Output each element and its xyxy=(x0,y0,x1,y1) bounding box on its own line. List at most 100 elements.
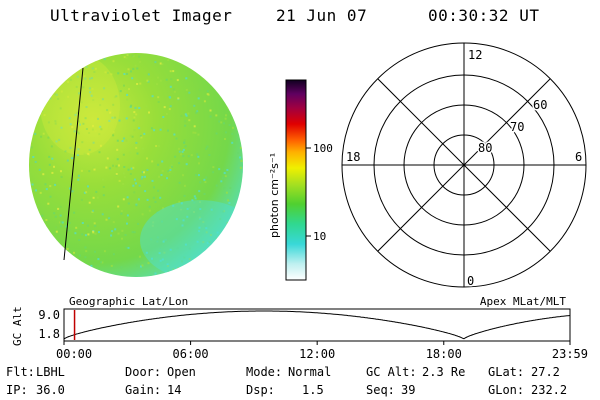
uv-disk-pixel xyxy=(193,125,196,128)
uv-disk-pixel xyxy=(156,236,159,239)
uv-disk-pixel xyxy=(223,122,225,125)
uv-disk-pixel xyxy=(178,147,180,150)
uv-disk-pixel xyxy=(112,134,115,137)
uv-disk-pixel xyxy=(197,174,200,177)
uv-disk-pixel xyxy=(119,90,122,93)
uv-disk-pixel xyxy=(158,145,160,148)
uv-disk-pixel xyxy=(115,165,118,168)
uv-disk-pixel xyxy=(60,176,63,178)
uv-disk-pixel xyxy=(97,258,100,261)
uv-disk-pixel xyxy=(159,79,162,82)
uv-disk-pixel xyxy=(193,211,195,213)
uv-disk-pixel xyxy=(67,80,69,83)
uv-disk-pixel xyxy=(197,155,200,158)
uv-disk-pixel xyxy=(167,270,170,273)
uv-disk-pixel xyxy=(151,224,154,227)
status-gain-key: Gain: xyxy=(125,383,162,397)
uv-disk-pixel xyxy=(126,196,129,199)
uv-disk-pixel xyxy=(115,173,118,175)
polar-mlt-label-top: 12 xyxy=(468,48,482,62)
uv-disk-pixel xyxy=(47,252,50,254)
uv-disk-pixel xyxy=(239,146,242,149)
uv-disk-pixel xyxy=(84,246,87,249)
uv-disk-pixel xyxy=(122,198,125,201)
uv-disk-pixel xyxy=(58,221,61,224)
uv-disk-pixel xyxy=(76,153,79,156)
uv-disk-pixel xyxy=(236,108,239,111)
uv-disk-pixel xyxy=(216,231,219,234)
uv-disk-pixel xyxy=(55,230,58,233)
uv-disk-pixel xyxy=(184,124,187,127)
uv-disk-pixel xyxy=(151,95,154,98)
uv-disk-pixel xyxy=(239,156,241,159)
uv-disk-pixel xyxy=(187,112,190,115)
uv-disk-pixel xyxy=(220,180,223,183)
status-gain-value: 14 xyxy=(167,383,182,397)
uv-disk-pixel xyxy=(208,241,211,244)
uv-disk-pixel xyxy=(68,229,71,232)
uv-disk-pixel xyxy=(227,199,230,202)
uv-disk-pixel xyxy=(198,190,201,193)
uv-disk-pixel xyxy=(135,141,138,144)
uv-disk-pixel xyxy=(151,160,154,163)
uv-disk-pixel xyxy=(30,146,33,149)
uv-disk-pixel xyxy=(183,194,186,197)
uv-disk-pixel xyxy=(133,191,136,194)
uv-disk-pixel xyxy=(37,60,39,63)
uv-disk-pixel xyxy=(238,95,241,98)
uv-disk-pixel xyxy=(66,159,69,162)
uv-disk-pixel xyxy=(159,248,162,251)
uv-disk-pixel xyxy=(201,73,204,76)
uv-disk-pixel xyxy=(180,202,183,205)
uv-disk-pixel xyxy=(186,270,189,273)
uv-disk-pixel xyxy=(57,207,60,210)
status-dsp-key: Dsp: xyxy=(246,383,275,397)
uv-disk-pixel xyxy=(65,225,68,228)
uv-disk-pixel xyxy=(237,266,240,269)
uv-disk-pixel xyxy=(108,217,111,220)
uv-disk-pixel xyxy=(96,196,99,199)
uv-disk-pixel xyxy=(192,58,195,61)
uv-disk-pixel xyxy=(236,244,239,247)
uv-disk-pixel xyxy=(59,107,62,110)
uv-disk-pixel xyxy=(59,225,62,228)
uv-disk-pixel xyxy=(95,190,98,193)
uv-disk-pixel xyxy=(194,131,197,134)
uv-disk-pixel xyxy=(144,175,146,178)
uv-disk-pixel xyxy=(120,210,123,212)
uv-disk-pixel xyxy=(182,174,184,177)
uv-disk-pixel xyxy=(161,169,164,172)
uv-disk-pixel xyxy=(52,59,55,62)
uv-disk-pixel xyxy=(156,240,159,243)
uv-disk-pixel xyxy=(122,172,125,175)
uv-disk-pixel xyxy=(223,210,226,213)
timeline-left-label: Geographic Lat/Lon xyxy=(69,295,188,308)
polar-ring-label: 70 xyxy=(510,120,524,134)
uv-disk-pixel xyxy=(83,75,86,78)
uv-disk-pixel xyxy=(84,234,87,237)
uv-disk-pixel xyxy=(166,177,168,180)
uv-disk-pixel xyxy=(32,156,35,158)
uv-disk-pixel xyxy=(38,229,41,232)
uv-disk-pixel xyxy=(133,116,136,119)
uv-disk-pixel xyxy=(88,148,91,151)
uv-disk-pixel xyxy=(120,266,123,269)
uv-disk-pixel xyxy=(209,74,211,76)
uv-disk-pixel xyxy=(73,251,75,254)
uv-disk-pixel xyxy=(66,64,69,67)
uv-disk-pixel xyxy=(78,92,80,95)
uv-disk-pixel xyxy=(205,68,208,71)
uv-disk-pixel xyxy=(185,114,188,117)
uv-disk-pixel xyxy=(197,97,200,100)
uv-disk-pixel xyxy=(158,252,161,255)
uv-disk-pixel xyxy=(223,97,226,100)
uv-disk-pixel xyxy=(34,161,37,163)
status-glat-value: 27.2 xyxy=(531,365,560,379)
uv-disk-pixel xyxy=(49,97,52,100)
uv-disk-pixel xyxy=(221,177,224,180)
uv-disk-pixel xyxy=(96,57,99,60)
uv-disk-pixel xyxy=(173,274,176,277)
uv-disk-pixel xyxy=(137,198,140,201)
uv-disk-pixel xyxy=(123,137,126,140)
uv-disk-pixel xyxy=(188,247,191,250)
